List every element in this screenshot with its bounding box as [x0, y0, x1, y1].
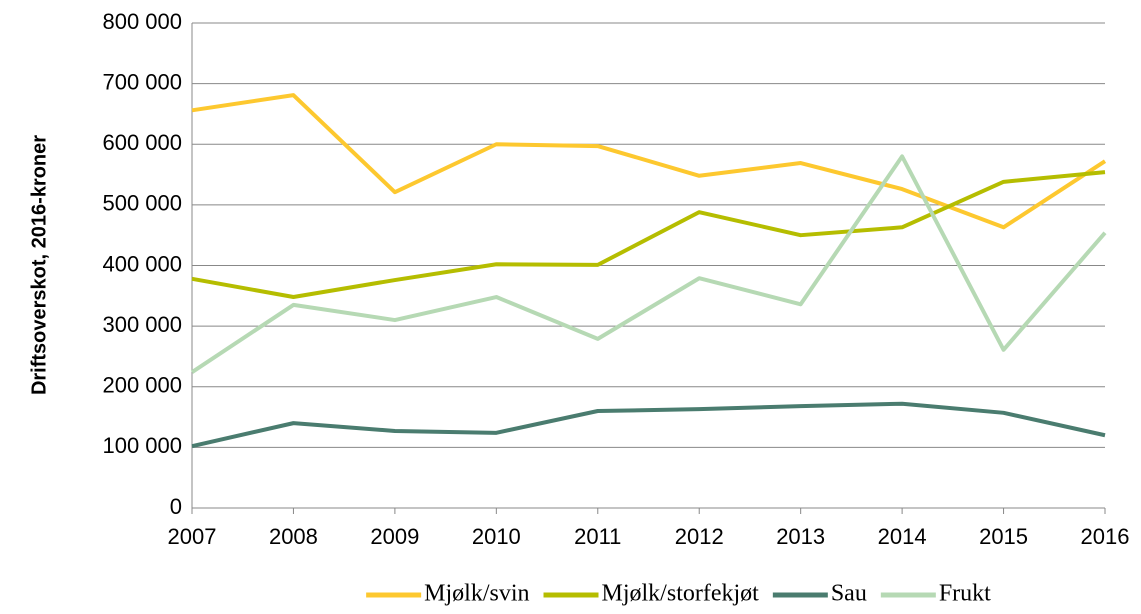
legend-label: Frukt	[939, 581, 991, 607]
x-tick-label: 2007	[168, 524, 217, 549]
series-line	[190, 154, 1107, 374]
y-tick-label: 700 000	[102, 69, 182, 94]
x-tick-label: 2013	[776, 524, 825, 549]
y-tick-label: 300 000	[102, 312, 182, 337]
legend-label: Mjølk/storfekjøt	[602, 581, 760, 607]
x-tick-label: 2009	[370, 524, 419, 549]
y-tick-label: 100 000	[102, 433, 182, 458]
x-tick-label: 2012	[675, 524, 724, 549]
y-tick-label: 500 000	[102, 191, 182, 216]
y-tick-label: 0	[170, 494, 182, 519]
x-tick-label: 2008	[269, 524, 318, 549]
y-axis-title: Driftsoverskot, 2016-kroner	[28, 135, 50, 395]
y-tick-label: 600 000	[102, 130, 182, 155]
legend-label: Mjølk/svin	[424, 581, 529, 607]
y-tick-label: 200 000	[102, 373, 182, 398]
series-line	[191, 401, 1106, 449]
legend: Mjølk/svin Mjølk/storfekjøt Sau Frukt	[366, 581, 991, 607]
x-tick-label: 2016	[1081, 524, 1130, 549]
x-tick-label: 2011	[574, 524, 621, 549]
series-line	[191, 93, 1107, 230]
y-tick-label: 800 000	[102, 9, 182, 34]
y-tick-label: 400 000	[102, 251, 182, 276]
legend-label: Sau	[831, 581, 867, 607]
series-line	[191, 170, 1106, 300]
x-tick-label: 2010	[472, 524, 521, 549]
x-tick-label: 2014	[878, 524, 927, 549]
x-tick-label: 2015	[979, 524, 1028, 549]
